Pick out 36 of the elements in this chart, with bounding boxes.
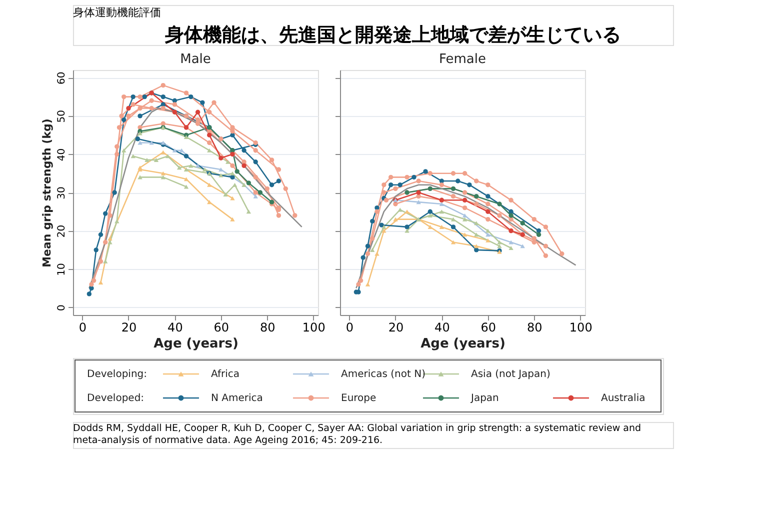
y-tick-label: 50 <box>56 110 68 123</box>
x-tick-label: 40 <box>168 320 183 334</box>
legend-label: Australia <box>601 393 646 404</box>
x-tick-label: 100 <box>302 320 326 334</box>
chart-title: Female <box>438 52 486 67</box>
y-tick-label: 30 <box>56 186 68 200</box>
y-tick-label: 10 <box>56 263 68 276</box>
x-tick-label: 20 <box>388 320 404 334</box>
legend-label: Japan <box>470 393 499 404</box>
x-tick-label: 0 <box>78 320 87 334</box>
x-axis-title: Age (years) <box>420 336 506 352</box>
y-axis-title: Mean grip strength (kg) <box>40 118 54 268</box>
y-tick-label: 20 <box>56 224 68 238</box>
x-tick-label: 100 <box>569 320 592 334</box>
legend-label: N America <box>211 393 263 404</box>
y-tick-label: 40 <box>56 148 68 162</box>
text: 身体運動機能評価 <box>73 6 161 19</box>
y-tick-label: 0 <box>56 304 68 312</box>
chart-title: Male <box>180 52 211 67</box>
x-tick-label: 80 <box>260 320 276 334</box>
legend-label: Asia (not Japan) <box>471 369 550 380</box>
legend-label: Americas (not N) <box>341 369 426 380</box>
text: Developing: <box>87 369 147 380</box>
x-tick-label: 60 <box>214 320 230 334</box>
x-tick-label: 80 <box>527 320 542 334</box>
text: Developed: <box>87 393 144 404</box>
x-axis-title: Age (years) <box>154 336 238 352</box>
legend-label: Africa <box>211 369 240 380</box>
x-tick-label: 0 <box>346 320 354 334</box>
y-tick-label: 60 <box>56 72 68 85</box>
text: Dodds RM, Syddall HE, Cooper R, Kuh D, Cooper C, Sayer AA: Global variation in grip strength: a systematic review and meta-analysis of normative data. Age Ageing 2016; 45: 209-216. <box>73 423 641 446</box>
legend-label: Europe <box>341 393 376 404</box>
x-tick-label: 40 <box>434 320 450 334</box>
x-tick-label: 60 <box>480 320 496 334</box>
text: 身体機能は、先進国と開発途上地域で差が生じている <box>164 24 621 46</box>
x-tick-label: 20 <box>121 320 137 334</box>
